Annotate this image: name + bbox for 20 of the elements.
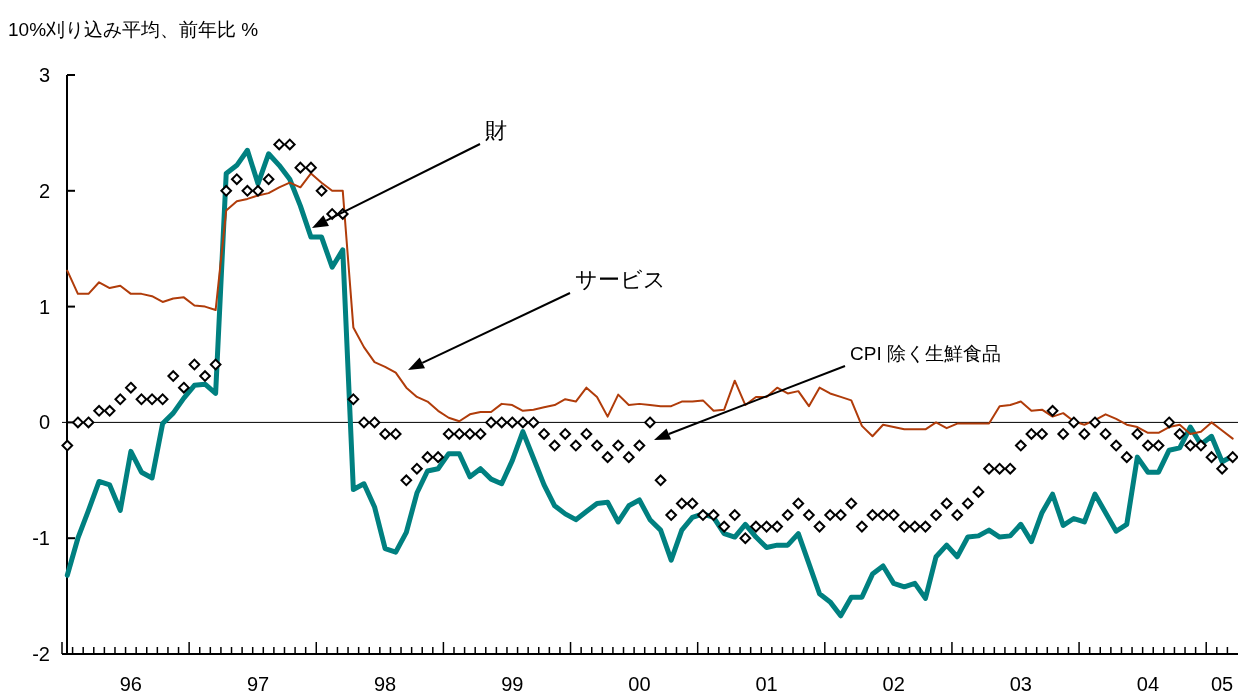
x-tick-label: 96: [119, 673, 142, 695]
y-tick-label: -1: [32, 527, 50, 550]
y-tick-label: 0: [38, 411, 50, 434]
x-tick-label: 98: [374, 673, 397, 695]
annotation: 財: [485, 118, 507, 143]
x-tick-label: 02: [882, 673, 905, 695]
x-tick-label: 01: [755, 673, 778, 695]
y-tick-label: 1: [38, 295, 50, 318]
annotation: CPI 除く生鮮食品: [850, 343, 1001, 364]
x-tick-label: 03: [1009, 673, 1032, 695]
y-tick-label: -2: [32, 643, 50, 665]
y-tick-label: 3: [38, 64, 50, 86]
x-tick-label: 97: [246, 673, 270, 695]
x-tick-label: 05: [1210, 673, 1234, 695]
x-tick-label: 99: [501, 673, 524, 695]
annotation: サービス: [575, 267, 666, 292]
x-tick-label: 00: [628, 673, 651, 695]
x-tick-label: 04: [1136, 673, 1160, 695]
y-tick-label: 2: [38, 179, 50, 202]
y-axis-title: 10%刈り込み平均、前年比 %: [8, 19, 259, 40]
